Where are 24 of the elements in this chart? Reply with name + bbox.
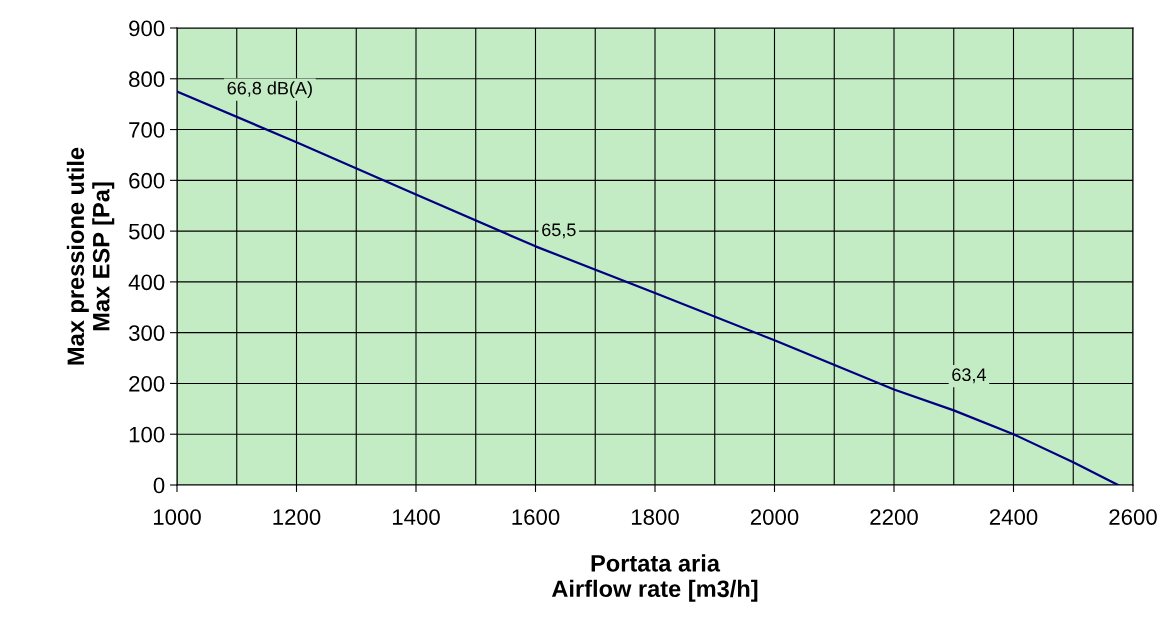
y-axis-title: Max pressione utile Max ESP [Pa] [66,147,115,365]
y-tick-label: 700 [129,122,165,138]
y-tick-label: 600 [129,172,165,189]
x-tick-label: 1800 [631,509,679,525]
x-tick-label: 2000 [750,509,799,525]
annotation: 65,5 [542,223,576,239]
annotation: 63,4 [952,368,986,384]
y-tick-label: 800 [129,71,165,88]
y-tick-label: 400 [128,274,165,291]
y-tick-label: 200 [129,375,165,392]
y-tick-label: 900 [129,20,165,37]
y-tick-label: 100 [129,426,165,443]
x-tick-label: 2200 [870,509,918,525]
x-axis-title: Portata aria Airflow rate [m3/h] [551,554,758,602]
y-tick-label: 0 [153,477,165,494]
x-tick-label: 2600 [1109,509,1157,525]
x-tick-label: 1600 [512,509,560,525]
x-tick-label: 1400 [392,509,440,525]
x-tick-label: 1000 [153,509,201,525]
x-tick-label: 1200 [273,509,321,525]
y-tick-label: 500 [129,223,165,240]
annotation: 66,8 dB(A) [227,81,312,99]
x-tick-label: 2400 [989,509,1038,525]
y-tick-label: 300 [128,325,165,341]
